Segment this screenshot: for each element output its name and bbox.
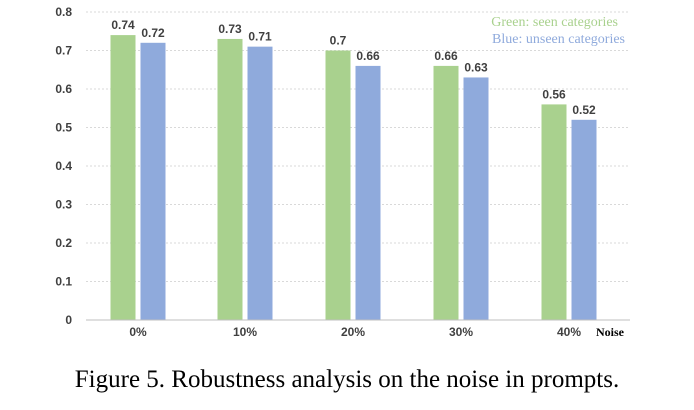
bars [110, 35, 597, 321]
data-label: 0.72 [141, 26, 165, 40]
y-axis: 0 0.1 0.2 0.3 0.4 0.5 0.6 0.7 0.8 [55, 5, 72, 327]
x-tick-label: 30% [449, 325, 473, 339]
data-label: 0.66 [434, 49, 458, 63]
y-tick-label: 0.7 [55, 44, 72, 58]
y-tick-label: 0.6 [55, 82, 72, 96]
bar [571, 119, 597, 320]
y-tick-label: 0.4 [55, 159, 72, 173]
y-tick-label: 0.1 [55, 275, 72, 289]
x-axis-title: Noise [596, 325, 625, 339]
y-tick-label: 0.2 [55, 236, 72, 250]
bar [247, 46, 273, 321]
legend-entry-seen: Green: seen categories [491, 15, 618, 30]
data-label: 0.56 [542, 87, 566, 101]
figure-caption: Figure 5. Robustness analysis on the noi… [74, 366, 620, 393]
data-label: 0.73 [218, 22, 242, 36]
legend-entry-unseen: Blue: unseen categories [492, 32, 625, 47]
bar-chart: 00.10.20.30.40.50.60.70.8 0.740.72 0.730.… [55, 5, 630, 339]
bar [110, 35, 136, 320]
data-label: 0.63 [464, 60, 488, 74]
data-labels: 0.74 0.72 0.73 0.71 0.7 0.66 0.66 0.63 0.56 0.52 [111, 18, 596, 117]
bar [355, 65, 381, 321]
x-tick-label: 10% [233, 325, 257, 339]
x-tick-label: 40% [557, 325, 581, 339]
bar [433, 65, 459, 321]
y-tick-label: 0.3 [55, 198, 72, 212]
bar [463, 77, 489, 320]
data-label: 0.66 [356, 49, 380, 63]
x-tick-label: 20% [341, 325, 365, 339]
data-label: 0.71 [248, 30, 272, 44]
bar [217, 38, 243, 320]
y-tick-label: 0.8 [55, 5, 72, 19]
bar [325, 50, 351, 320]
data-label: 0.74 [111, 18, 135, 32]
x-axis: 0% 10% 20% 30% 40% [86, 319, 630, 339]
x-tick-label: 0% [129, 325, 147, 339]
y-tick-label: 0.5 [55, 121, 72, 135]
bar [140, 42, 166, 321]
data-label: 0.52 [572, 103, 596, 117]
bar [541, 104, 567, 321]
y-tick-label: 0 [65, 313, 72, 327]
data-label: 0.7 [330, 34, 347, 48]
